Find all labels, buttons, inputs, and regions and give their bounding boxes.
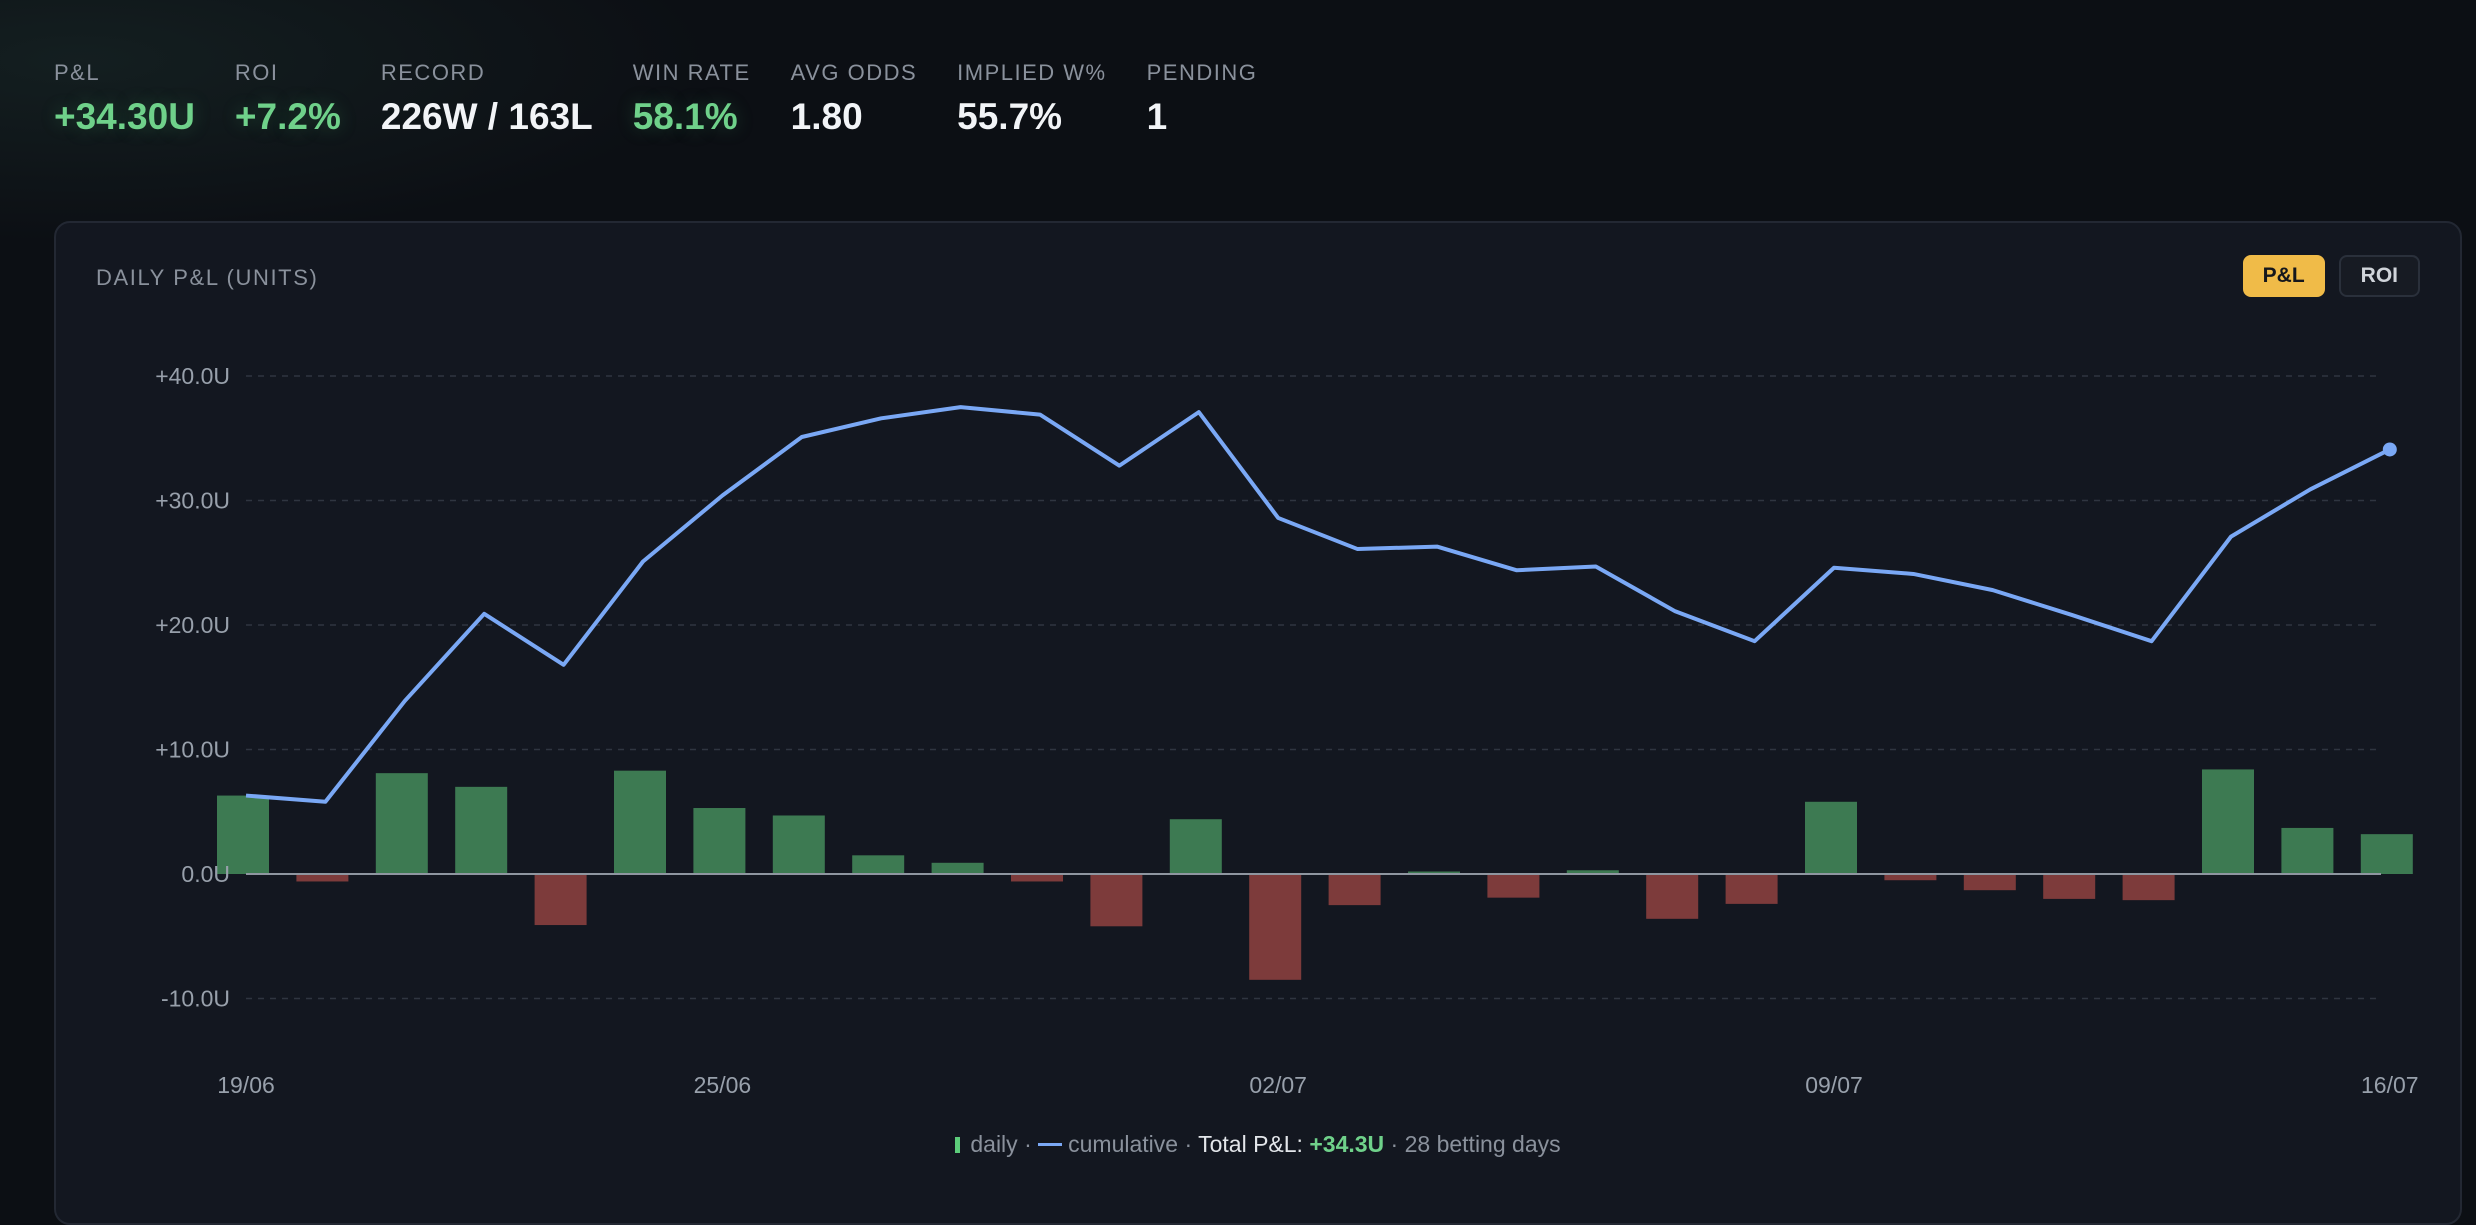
legend-separator: · (1024, 1131, 1032, 1157)
daily-bar (1408, 871, 1460, 874)
daily-bar (1963, 874, 2016, 891)
daily-swatch (955, 1137, 961, 1153)
y-tick-label: 0.0U (181, 861, 230, 887)
daily-bar (2122, 874, 2175, 901)
daily-bar (1487, 874, 1540, 898)
x-tick-label: 09/07 (1805, 1072, 1863, 1098)
cumulative-endpoint (2382, 442, 2397, 457)
daily-bar (1805, 801, 1857, 874)
y-tick-label: -10.0U (161, 986, 230, 1012)
metric-toggle: P&L ROI (2229, 255, 2420, 297)
daily-bar (931, 862, 984, 874)
daily-bar (1011, 874, 1063, 882)
legend-total-value: +34.3U (1309, 1131, 1385, 1157)
chart-legend: daily · cumulative · Total P&L: +34.3U ·… (56, 1131, 2460, 1158)
daily-bar (375, 773, 428, 874)
cumulative-line (245, 405, 2391, 804)
toggle-pnl-button[interactable]: P&L (2242, 255, 2325, 297)
stat-label: RECORD (380, 60, 486, 85)
daily-bar (2360, 834, 2413, 874)
x-tick-label: 02/07 (1249, 1072, 1307, 1098)
daily-bar (455, 786, 508, 874)
stat-label: PENDING (1146, 60, 1258, 85)
x-axis-ticks: 19/06 25/06 02/07 09/07 16/07 (217, 1072, 2418, 1098)
daily-bar (1646, 874, 1699, 919)
daily-bar (1884, 874, 1937, 881)
y-tick-label: +20.0U (155, 612, 230, 638)
daily-bar (2281, 827, 2334, 874)
stat-label: ROI (234, 60, 279, 85)
cumulative-line-group (245, 405, 2397, 804)
daily-bar (217, 795, 269, 874)
daily-bar (296, 874, 349, 882)
y-tick-label: +10.0U (155, 737, 230, 763)
y-tick-label: +30.0U (155, 488, 230, 514)
stat-value: 1 (1146, 96, 1168, 137)
stat-value: 58.1% (632, 96, 738, 137)
legend-cumulative: cumulative (1068, 1131, 1179, 1157)
stat-win-rate: WIN RATE 58.1% (633, 60, 751, 140)
stat-value: +7.2% (234, 96, 341, 137)
stat-value: 226W / 163L (380, 96, 593, 137)
daily-bars (217, 769, 2413, 980)
grid-lines (246, 375, 2381, 1000)
stat-roi: ROI +7.2% (235, 60, 341, 140)
legend-days: 28 betting days (1404, 1131, 1561, 1157)
stat-avg-odds: AVG ODDS 1.80 (791, 60, 918, 140)
daily-bar (1090, 874, 1143, 927)
daily-bar (693, 808, 746, 874)
stat-value: +34.30U (54, 96, 195, 137)
y-tick-label: +40.0U (155, 363, 230, 389)
stat-value: 1.80 (790, 96, 863, 137)
stat-implied-win: IMPLIED W% 55.7% (957, 60, 1106, 140)
daily-bar (1725, 874, 1778, 904)
legend-daily: daily (970, 1131, 1018, 1157)
stat-pnl: P&L +34.30U (54, 60, 195, 140)
x-tick-label: 25/06 (694, 1072, 752, 1098)
daily-bar (1566, 870, 1619, 874)
stat-label: WIN RATE (632, 60, 751, 85)
chart-title: DAILY P&L (UNITS) (96, 265, 319, 290)
y-axis-ticks: +40.0U +30.0U +20.0U +10.0U 0.0U -10.0U (155, 363, 230, 1012)
stat-label: IMPLIED W% (957, 60, 1107, 85)
x-tick-label: 19/06 (217, 1072, 275, 1098)
x-tick-label: 16/07 (2361, 1072, 2419, 1098)
toggle-roi-button[interactable]: ROI (2338, 255, 2420, 297)
stat-record: RECORD 226W / 163L (381, 60, 593, 140)
daily-pnl-chart: +40.0U +30.0U +20.0U +10.0U 0.0U -10.0U 19/06… (155, 363, 2418, 1098)
daily-bar (1169, 819, 1222, 874)
daily-bar (772, 815, 825, 874)
daily-bar (2043, 874, 2096, 899)
daily-bar (2202, 769, 2254, 874)
stat-label: P&L (54, 60, 101, 85)
daily-bar (1249, 874, 1302, 980)
stat-pending: PENDING 1 (1147, 60, 1258, 140)
daily-bar (1328, 874, 1381, 906)
legend-separator: · (1390, 1131, 1399, 1157)
legend-total-label: Total P&L: (1198, 1131, 1303, 1157)
stat-value: 55.7% (957, 96, 1063, 137)
legend-separator: · (1184, 1131, 1193, 1157)
chart-panel: DAILY P&L (UNITS) P&L ROI +40.0U +30.0U +2… (54, 221, 2462, 1225)
daily-bar (614, 770, 666, 874)
summary-stats: P&L +34.30U ROI +7.2% RECORD 226W / 163L… (54, 60, 1297, 140)
daily-bar (852, 855, 905, 874)
daily-bar (534, 874, 587, 926)
cumulative-swatch (1038, 1143, 1063, 1146)
stat-label: AVG ODDS (790, 60, 918, 85)
